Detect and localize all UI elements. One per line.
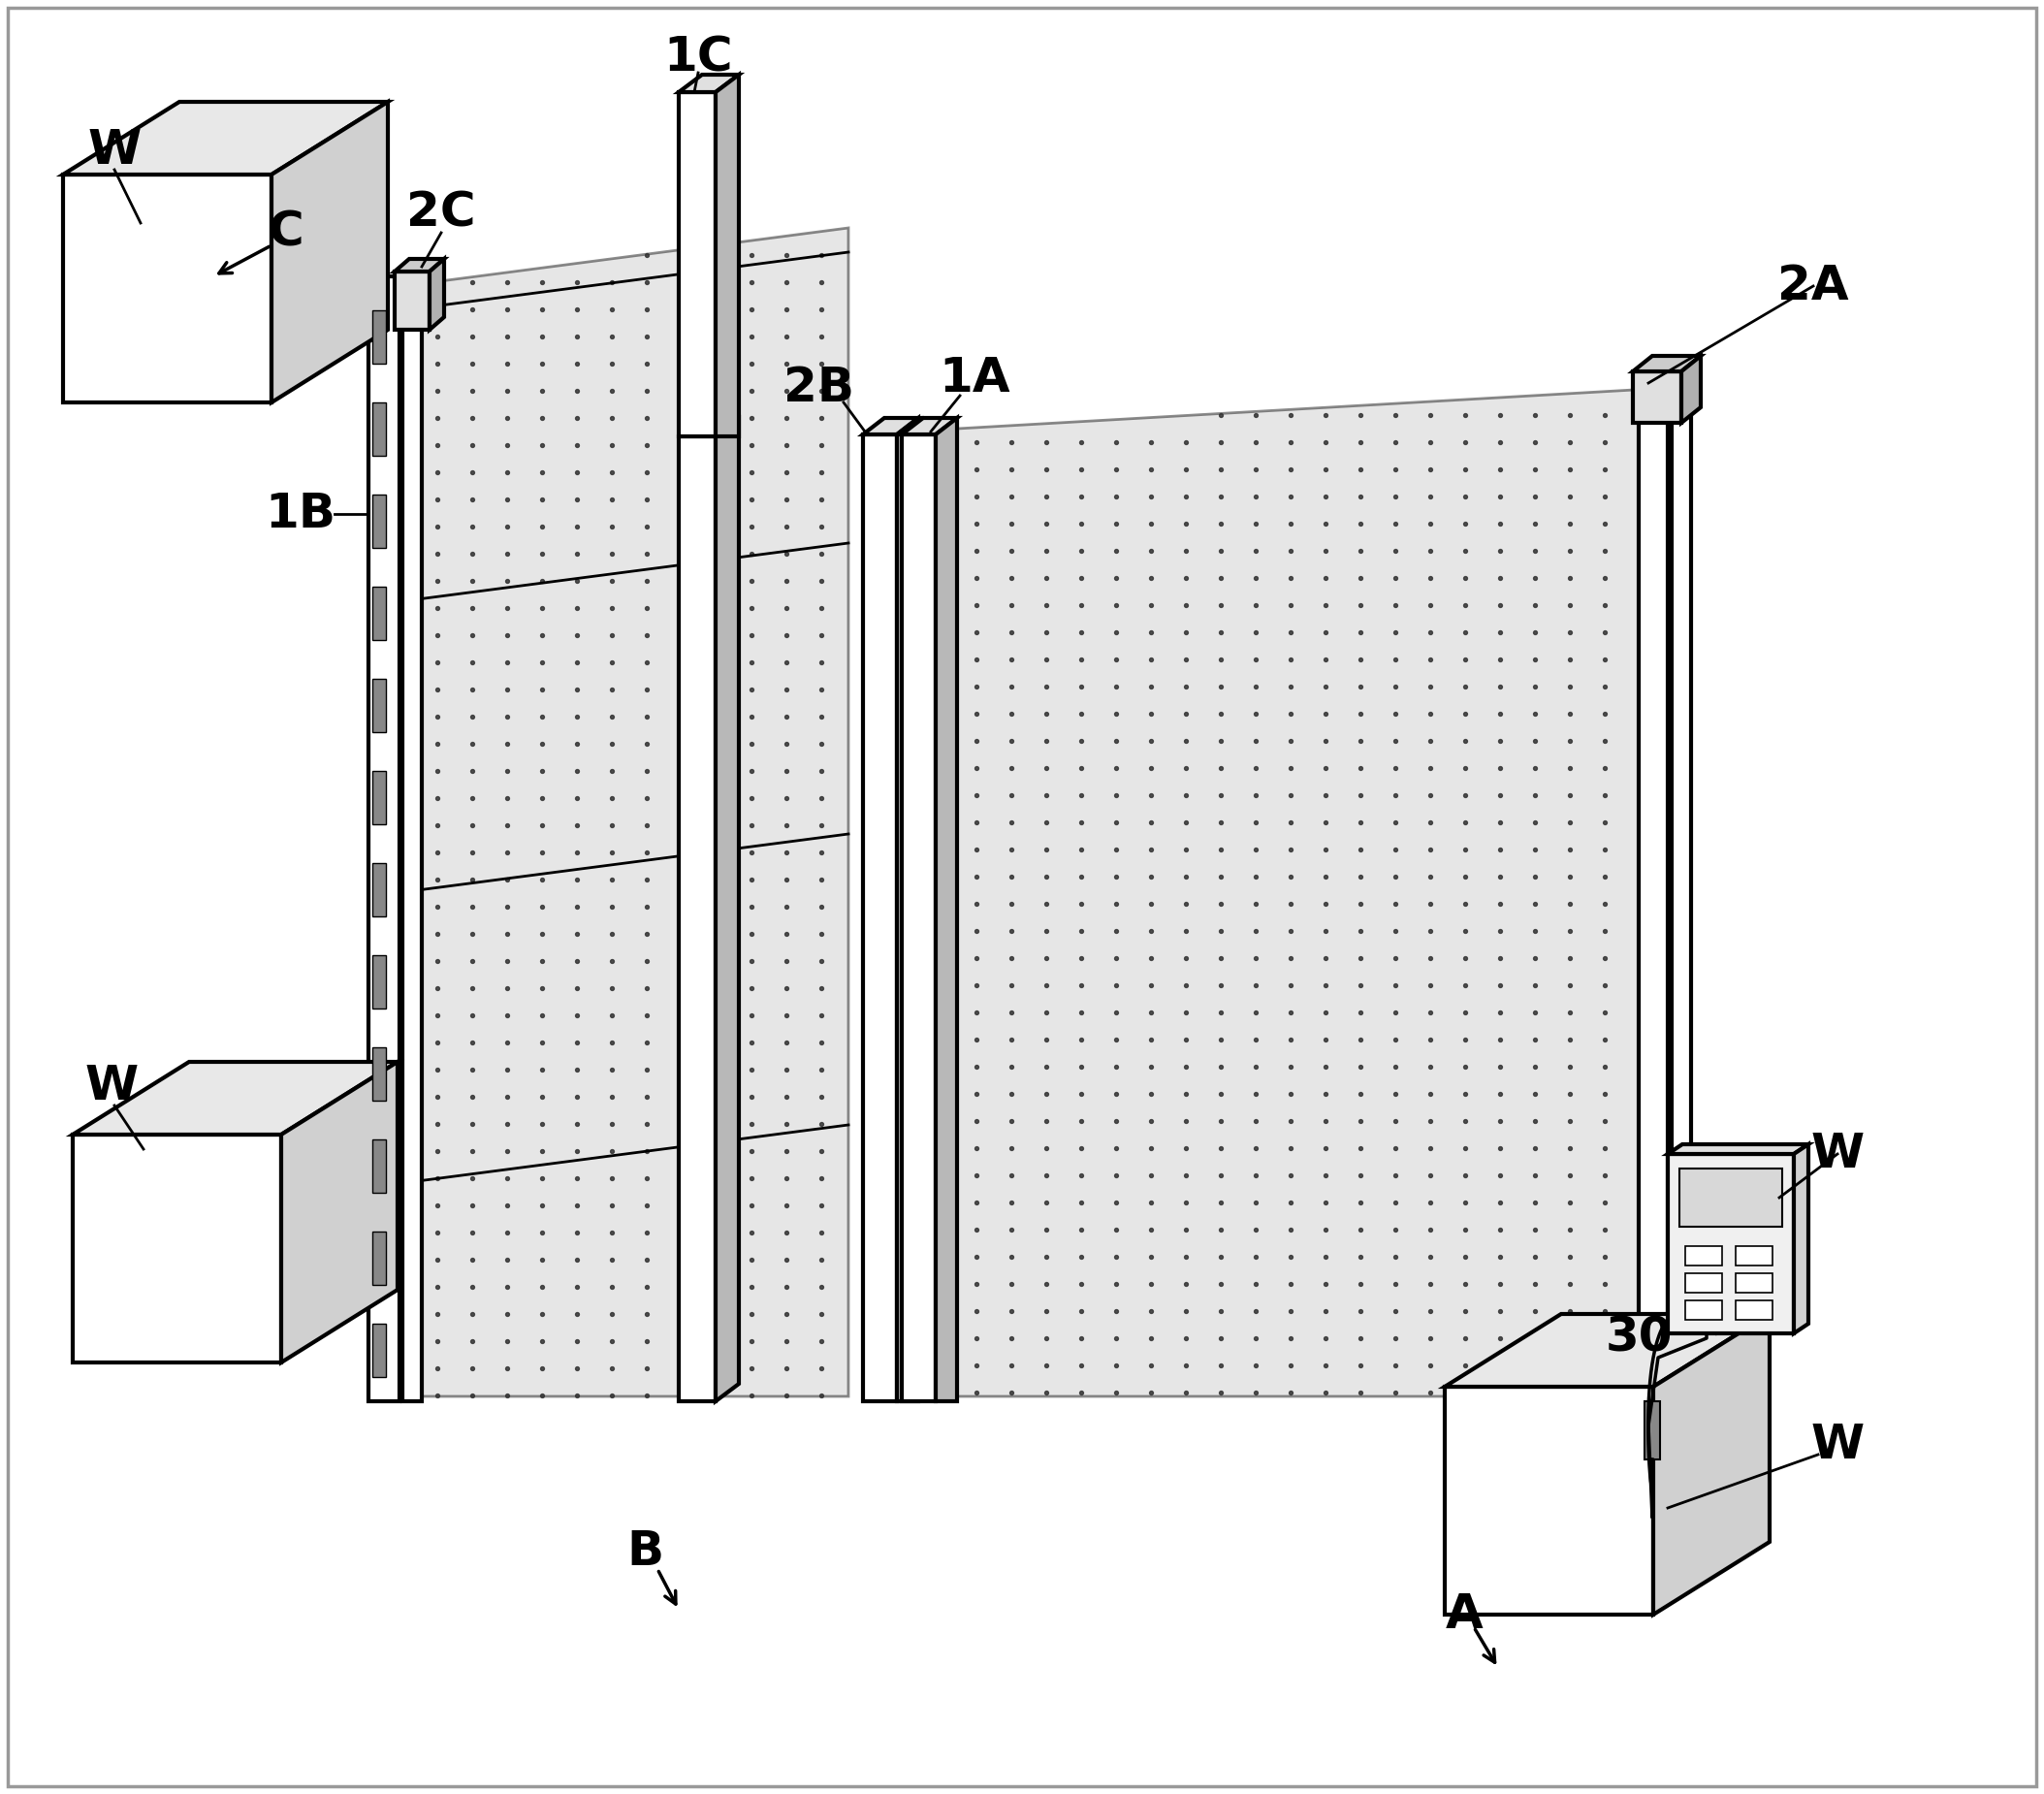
Polygon shape (372, 587, 386, 640)
Text: 1A: 1A (938, 355, 1010, 402)
Polygon shape (863, 418, 918, 434)
Text: W: W (84, 1062, 139, 1109)
Polygon shape (394, 258, 444, 271)
Polygon shape (372, 954, 386, 1008)
Polygon shape (403, 325, 421, 1401)
Polygon shape (1668, 1145, 1809, 1154)
Polygon shape (1684, 1301, 1723, 1320)
Polygon shape (372, 495, 386, 547)
Text: B: B (625, 1528, 664, 1575)
Polygon shape (908, 388, 1668, 1396)
Text: A: A (1445, 1591, 1484, 1638)
Text: W: W (1811, 1421, 1864, 1467)
Polygon shape (901, 418, 957, 434)
Polygon shape (1684, 1247, 1723, 1265)
Polygon shape (715, 75, 738, 436)
Polygon shape (1445, 1313, 1770, 1387)
Text: 1B: 1B (266, 492, 335, 536)
Polygon shape (372, 1231, 386, 1285)
Polygon shape (1680, 1168, 1782, 1227)
Polygon shape (372, 771, 386, 823)
Text: C: C (268, 210, 305, 257)
Text: 2C: 2C (407, 190, 476, 237)
Polygon shape (63, 102, 388, 174)
Text: 2A: 2A (1778, 262, 1850, 309)
Polygon shape (1672, 416, 1690, 1401)
Polygon shape (372, 863, 386, 917)
Polygon shape (403, 228, 848, 1396)
Polygon shape (372, 678, 386, 732)
Text: 1C: 1C (664, 34, 734, 81)
Text: W: W (88, 127, 141, 174)
Polygon shape (936, 418, 957, 1401)
Polygon shape (429, 258, 444, 330)
Polygon shape (1795, 1145, 1809, 1333)
Polygon shape (74, 1062, 397, 1134)
Polygon shape (282, 1062, 397, 1362)
Polygon shape (897, 418, 918, 1401)
Text: W: W (1811, 1130, 1864, 1177)
Polygon shape (1633, 371, 1682, 423)
Polygon shape (1633, 355, 1701, 371)
Polygon shape (1735, 1247, 1772, 1265)
Polygon shape (1668, 1154, 1795, 1333)
Polygon shape (372, 1324, 386, 1378)
Polygon shape (1639, 377, 1668, 1401)
Polygon shape (1654, 1313, 1770, 1615)
Polygon shape (1445, 1387, 1654, 1615)
Polygon shape (679, 75, 738, 91)
Text: 2B: 2B (785, 364, 854, 411)
Text: 30: 30 (1605, 1315, 1672, 1362)
Polygon shape (1682, 355, 1701, 423)
Polygon shape (372, 1048, 386, 1102)
Polygon shape (372, 310, 386, 364)
Polygon shape (74, 1134, 282, 1362)
Polygon shape (679, 436, 715, 1401)
Polygon shape (272, 102, 388, 402)
Polygon shape (715, 420, 738, 1401)
Polygon shape (394, 271, 429, 330)
Polygon shape (1735, 1274, 1772, 1293)
Polygon shape (1684, 1274, 1723, 1293)
Polygon shape (372, 402, 386, 456)
Polygon shape (1735, 1301, 1772, 1320)
Polygon shape (863, 434, 897, 1401)
Polygon shape (679, 91, 715, 436)
Polygon shape (368, 276, 399, 1401)
Polygon shape (63, 174, 272, 402)
Polygon shape (901, 434, 936, 1401)
Polygon shape (1645, 1401, 1660, 1460)
Polygon shape (372, 1139, 386, 1193)
